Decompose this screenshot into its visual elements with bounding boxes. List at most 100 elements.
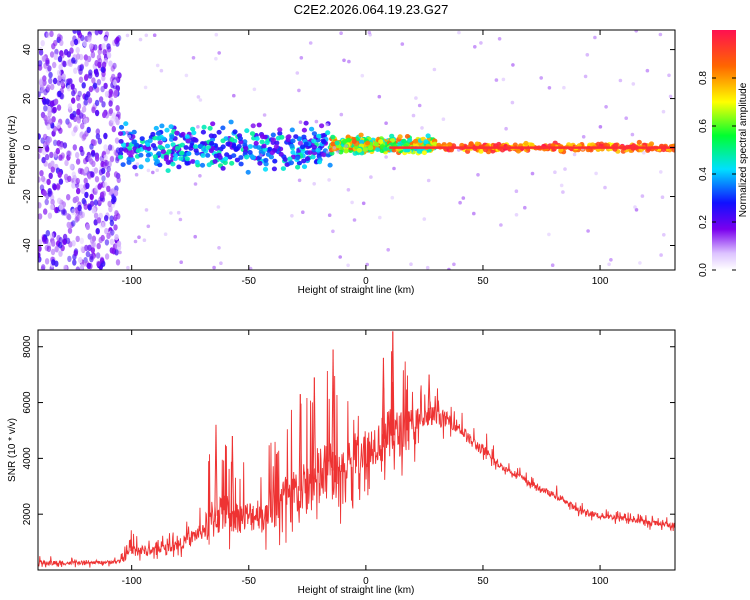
spectrogram-cell — [51, 43, 56, 50]
spectrogram-cell — [66, 150, 71, 157]
spectrogram-cell — [60, 82, 66, 89]
spectrogram-cell — [414, 96, 418, 100]
spectrogram-cell — [96, 260, 101, 267]
spectrogram-cell — [514, 213, 519, 217]
spectrogram-cell — [232, 129, 238, 135]
spectrogram-cell — [660, 195, 665, 199]
spectrogram-cell — [151, 170, 155, 175]
spectrogram-cell — [46, 116, 51, 123]
spectrogram-cell — [257, 160, 263, 166]
spectrogram-cell — [87, 244, 92, 251]
spectrogram-cell — [123, 148, 129, 153]
spectrogram-cell — [59, 39, 64, 46]
spectrogram-cell — [562, 85, 566, 90]
spectrogram-cell — [135, 148, 141, 154]
spectrogram-cell — [66, 85, 72, 92]
spectrogram-cell — [671, 147, 675, 153]
spectrogram-cell — [143, 85, 148, 90]
spectrogram-cell — [87, 204, 92, 211]
spectrogram-cell — [360, 73, 365, 78]
spectrogram-cell — [254, 136, 260, 142]
spectrogram-cell — [407, 137, 413, 143]
spectrogram-cell — [174, 145, 181, 151]
spectrogram-cell — [75, 158, 81, 165]
snr-peak — [313, 377, 317, 483]
spectrogram-cell — [229, 160, 235, 166]
spectrogram-cell — [180, 131, 186, 137]
spectrogram-cell — [50, 248, 56, 256]
spectrogram-cell — [89, 253, 94, 260]
snr-peak — [392, 331, 395, 436]
spectrogram-cell — [55, 147, 60, 155]
spectrogram-frame — [37, 29, 676, 271]
spectrogram-cell — [280, 166, 286, 172]
spectrogram-cell — [90, 30, 95, 34]
spectrogram-cell — [315, 147, 321, 153]
spectrogram-cell — [196, 125, 200, 129]
spectrogram-cell — [585, 53, 590, 57]
y-tick-label: 8000 — [22, 335, 33, 358]
spectrogram-cell — [58, 242, 63, 249]
spectrogram-cell — [56, 182, 61, 190]
spectrogram-cell — [96, 79, 102, 86]
spectrogram-cell — [59, 141, 64, 148]
spectrogram-cell — [97, 138, 103, 145]
spectrogram-cell — [361, 201, 366, 206]
spectrogram-cell — [243, 146, 249, 151]
spectrogram-cell — [118, 131, 124, 137]
spectrogram-cell — [325, 150, 330, 154]
spectrogram-cell — [295, 71, 300, 75]
spectrogram-cell — [90, 246, 96, 254]
spectrogram-cell — [401, 138, 407, 144]
spectrogram-cell — [301, 210, 305, 214]
spectrogram-cell — [125, 33, 130, 38]
spectrogram-cell — [63, 264, 68, 270]
spectrogram-cell — [96, 242, 101, 250]
snr-peak — [382, 357, 386, 439]
spectrogram-cells — [38, 30, 675, 270]
spectrogram-cell — [473, 45, 477, 49]
spectrogram-cell — [135, 162, 140, 166]
spectrogram-cell — [75, 177, 81, 185]
spectrogram-cell — [38, 239, 42, 246]
x-tick-label: -100 — [122, 576, 142, 587]
spectrogram-cell — [76, 187, 81, 195]
spectrogram-cell — [297, 178, 302, 183]
spectrogram-cell — [106, 232, 111, 240]
spectrogram-cell — [95, 252, 101, 259]
spectrogram-cell — [42, 190, 47, 197]
spectrogram-cell — [553, 170, 557, 174]
spectrogram-cell — [71, 220, 76, 227]
spectrogram-cell — [343, 148, 349, 154]
spectrogram-cell — [71, 57, 76, 64]
spectrogram-cell — [198, 174, 202, 178]
spectrogram-cell — [351, 139, 357, 145]
spectrogram-cell — [144, 157, 151, 163]
spectrogram-cell — [108, 108, 114, 115]
spectrogram-cell — [131, 129, 137, 135]
spectrogram-cell — [277, 131, 283, 136]
spectrogram-cell — [154, 159, 160, 164]
spectrogram-cell — [561, 190, 565, 194]
spectrogram-cell — [67, 255, 72, 263]
spectrogram-cell — [301, 127, 307, 133]
spectrogram-cell — [499, 223, 503, 227]
spectrogram-cell — [311, 144, 317, 150]
spectrogram-x-axis-label: Height of straight line (km) — [298, 285, 415, 296]
spectrogram-cell — [103, 181, 108, 188]
spectrogram-cell — [102, 49, 107, 56]
spectrogram-cell — [144, 208, 149, 212]
spectrogram-cell — [41, 264, 46, 270]
spectrogram-cell — [99, 191, 105, 198]
spectrogram-cell — [115, 118, 120, 126]
spectrogram-cell — [303, 141, 309, 147]
spectrogram-cell — [636, 139, 642, 145]
spectrogram-cell — [152, 154, 158, 160]
spectrogram-cell — [94, 70, 100, 78]
spectrogram-cell — [86, 262, 92, 269]
spectrogram-cell — [373, 141, 379, 147]
spectrogram-cell — [249, 131, 256, 137]
spectrogram-cell — [39, 170, 44, 177]
spectrogram-cell — [231, 153, 237, 159]
spectrogram-cell — [62, 142, 68, 149]
